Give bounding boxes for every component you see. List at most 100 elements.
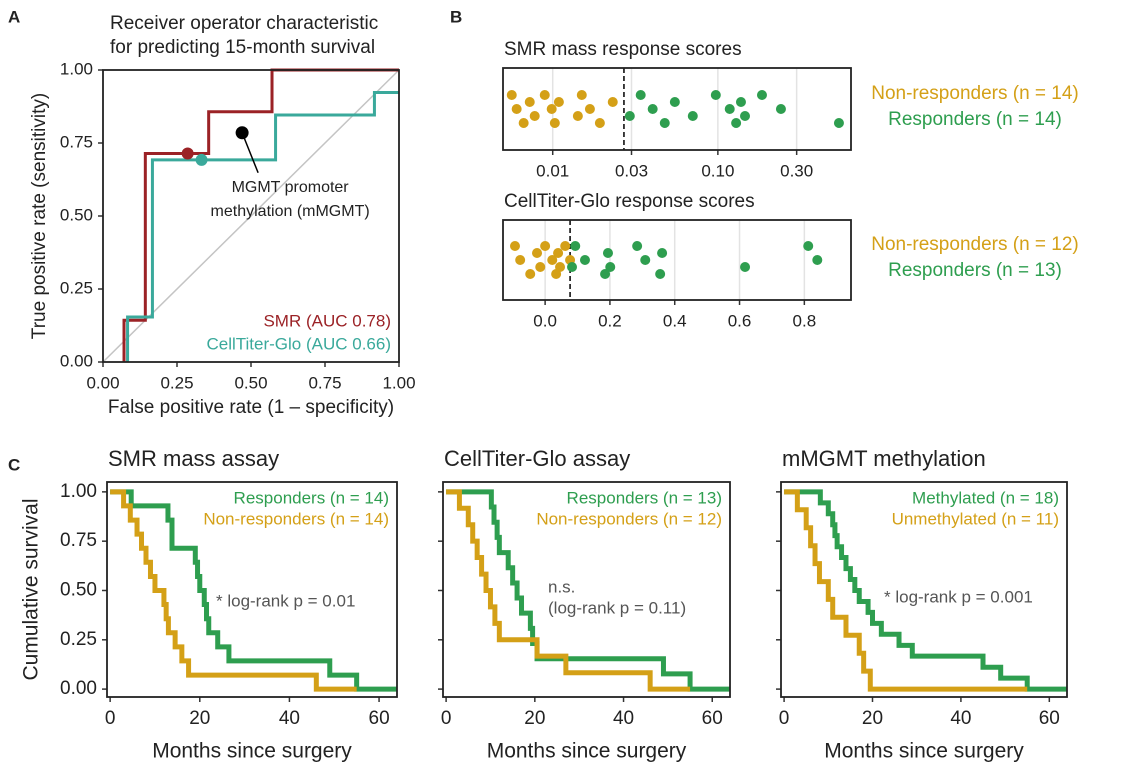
- annotation-text: * log-rank p = 0.01: [216, 591, 355, 610]
- legend-label: Responders (n = 13): [888, 260, 1062, 281]
- strip-point: [518, 118, 529, 128]
- chart-title: CellTiter-Glo response scores: [504, 191, 755, 212]
- x-tick-label: 0: [105, 708, 116, 729]
- strip-point: [529, 111, 540, 121]
- strip-point: [632, 241, 643, 251]
- chart-title: SMR mass response scores: [504, 39, 742, 60]
- plot-frame: [502, 219, 852, 301]
- roc-curve: [126, 90, 399, 362]
- strip-point: [605, 262, 616, 272]
- strip-point: [594, 118, 605, 128]
- y-tick-label: 0.50: [60, 205, 93, 224]
- x-tick-label: 0.2: [598, 311, 622, 330]
- strip-point: [547, 255, 558, 265]
- x-tick-label: 40: [950, 708, 971, 729]
- x-tick-label: 0.01: [536, 161, 569, 180]
- strip-point: [635, 90, 646, 100]
- x-tick-label: 60: [702, 708, 723, 729]
- strip-point: [710, 90, 721, 100]
- strip-point: [511, 104, 522, 114]
- x-tick-label: 0.30: [780, 161, 813, 180]
- chart-title: SMR mass assay: [108, 446, 279, 471]
- strip-point: [572, 111, 583, 121]
- legend-label: CellTiter-Glo (AUC 0.66): [206, 334, 391, 353]
- annotation-leader: [241, 132, 259, 174]
- annotation-text: n.s.: [548, 577, 575, 596]
- strip-point: [525, 269, 536, 279]
- strip-point: [756, 90, 767, 100]
- strip-point: [687, 111, 698, 121]
- y-tick-label: 1.00: [60, 481, 97, 502]
- panel-letter: C: [8, 455, 20, 474]
- strip-point: [560, 241, 571, 251]
- y-axis-label: Cumulative survival: [20, 498, 43, 680]
- plot-frame: [102, 69, 400, 363]
- legend-label: Non-responders (n = 14): [203, 509, 389, 528]
- x-tick-label: 0: [441, 708, 452, 729]
- y-tick-label: 0.75: [60, 530, 97, 551]
- strip-point: [553, 248, 564, 258]
- annotation-text: * log-rank p = 0.001: [884, 587, 1033, 606]
- strip-point: [607, 97, 618, 107]
- x-tick-label: 0.25: [160, 373, 193, 392]
- x-tick-label: 40: [279, 708, 300, 729]
- x-tick-label: 1.00: [382, 373, 415, 392]
- annotation-text: MGMT promoter: [232, 179, 350, 196]
- plot-frame: [502, 67, 852, 151]
- x-axis-label: False positive rate (1 – specificity): [108, 397, 394, 418]
- strip-point: [657, 248, 668, 258]
- x-tick-label: 20: [524, 708, 545, 729]
- strip-point: [833, 118, 844, 128]
- strip-point: [555, 262, 566, 272]
- plot-frame: [780, 481, 1068, 698]
- y-tick-label: 0.75: [60, 132, 93, 151]
- legend-label: Responders (n = 14): [888, 109, 1062, 130]
- annotation-text: methylation (mMGMT): [211, 203, 370, 220]
- strip-point: [624, 111, 635, 121]
- x-tick-label: 0.10: [701, 161, 734, 180]
- strip-point: [576, 90, 587, 100]
- strip-point: [579, 255, 590, 265]
- plot-frame: [442, 481, 731, 698]
- x-tick-label: 0.03: [615, 161, 648, 180]
- legend-label: Responders (n = 13): [567, 488, 722, 507]
- survival-curve: [784, 489, 1028, 692]
- strip-point: [647, 104, 658, 114]
- strip-point: [812, 255, 823, 265]
- survival-curve: [110, 489, 397, 692]
- strip-point: [655, 269, 666, 279]
- x-tick-label: 0.50: [234, 373, 267, 392]
- strip-point: [540, 241, 551, 251]
- x-tick-label: 0.4: [663, 311, 687, 330]
- y-tick-label: 1.00: [60, 59, 93, 78]
- y-axis-label: True positive rate (sensitivity): [29, 93, 50, 339]
- strip-point: [567, 262, 578, 272]
- strip-point: [546, 104, 557, 114]
- strip-point: [669, 97, 680, 107]
- y-tick-label: 0.00: [60, 678, 97, 699]
- strip-point: [803, 241, 814, 251]
- annotation-point: [235, 126, 249, 140]
- roc-point: [195, 153, 208, 166]
- x-tick-label: 20: [862, 708, 883, 729]
- x-tick-label: 0.00: [86, 373, 119, 392]
- survival-curve: [446, 489, 730, 692]
- survival-curve: [784, 489, 1067, 692]
- strip-point: [509, 241, 520, 251]
- x-tick-label: 60: [1039, 708, 1060, 729]
- y-tick-label: 0.50: [60, 580, 97, 601]
- legend-label: Methylated (n = 18): [912, 488, 1059, 507]
- annotation-text: (log-rank p = 0.11): [548, 598, 686, 617]
- strip-point: [584, 104, 595, 114]
- x-axis-label: Months since surgery: [152, 740, 352, 763]
- x-tick-label: 40: [613, 708, 634, 729]
- strip-point: [532, 248, 543, 258]
- strip-point: [600, 269, 611, 279]
- strip-point: [731, 118, 742, 128]
- chart-title: CellTiter-Glo assay: [444, 446, 630, 471]
- x-axis-label: Months since surgery: [487, 740, 687, 763]
- chart-title: Receiver operator characteristic: [110, 13, 378, 34]
- legend-label: Unmethylated (n = 11): [892, 509, 1059, 528]
